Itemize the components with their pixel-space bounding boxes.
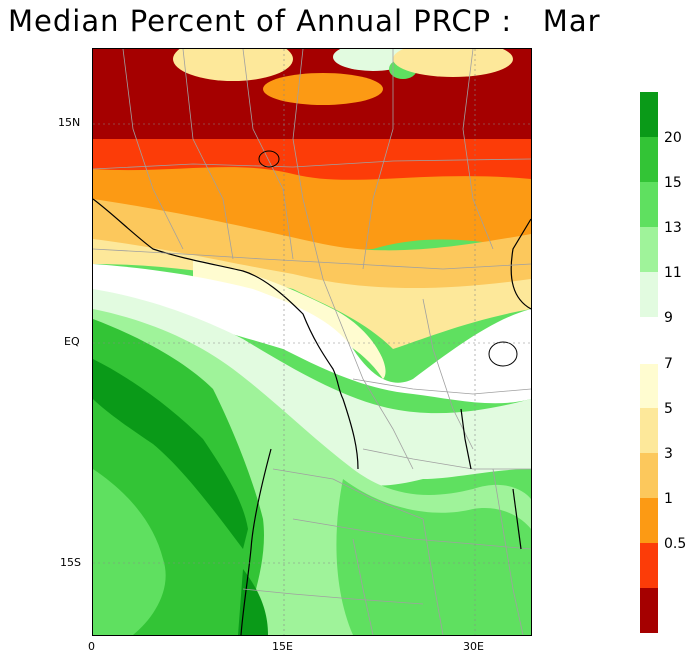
legend-swatch-2 <box>640 137 658 182</box>
map-panel <box>92 48 532 636</box>
lake-tanganyika <box>460 408 472 470</box>
legend-swatch-11 <box>640 588 658 633</box>
legend-label-20: 20 <box>664 130 682 146</box>
legend-label-5: 5 <box>664 401 673 417</box>
legend-swatch-6 <box>640 364 658 408</box>
graticule <box>93 49 531 635</box>
legend-label-1: 1 <box>664 491 673 507</box>
precip-map <box>93 49 531 635</box>
legend-label-3: 3 <box>664 446 673 462</box>
band-dark-green <box>93 359 248 549</box>
y-tick-15n: 15N <box>58 116 81 129</box>
legend-swatch-7 <box>640 408 658 453</box>
x-tick-15e: 15E <box>272 640 293 653</box>
coastline-east <box>510 218 531 310</box>
legend-swatch-10 <box>640 543 658 588</box>
chart-title: Median Percent of Annual PRCP : Mar <box>8 4 601 38</box>
patch-north-yellow <box>173 49 293 81</box>
legend-swatch-3 <box>640 182 658 227</box>
y-tick-15s: 15S <box>60 556 81 569</box>
patch-north-yellow-2 <box>393 49 513 77</box>
lake-victoria <box>488 341 518 367</box>
x-tick-0: 0 <box>88 640 95 653</box>
legend-label-7: 7 <box>664 356 673 372</box>
legend-label-13: 13 <box>664 220 682 236</box>
patch-north-orange <box>263 73 383 105</box>
legend-swatch-1 <box>640 92 658 137</box>
legend-swatch-4 <box>640 227 658 272</box>
legend-swatch-8 <box>640 453 658 498</box>
legend-label-0-5: 0.5 <box>664 536 687 552</box>
coastline-west-africa <box>93 198 359 470</box>
legend-label-9: 9 <box>664 310 673 326</box>
country-borders <box>93 49 531 635</box>
band-pale-green <box>93 289 531 486</box>
legend-swatch-9 <box>640 498 658 543</box>
legend-label-15: 15 <box>664 175 682 191</box>
x-tick-30e: 30E <box>463 640 484 653</box>
band-ocean-green-patches <box>93 469 166 635</box>
lake-chad <box>258 150 280 168</box>
y-tick-eq: EQ <box>64 335 80 348</box>
legend-label-11: 11 <box>664 265 682 281</box>
legend-swatch-5 <box>640 272 658 317</box>
coastline-southwest <box>240 448 272 635</box>
band-dark-green-south <box>238 569 268 635</box>
band-green-east <box>336 479 531 635</box>
lake-malawi <box>512 488 522 550</box>
band-light-orange <box>93 199 531 293</box>
